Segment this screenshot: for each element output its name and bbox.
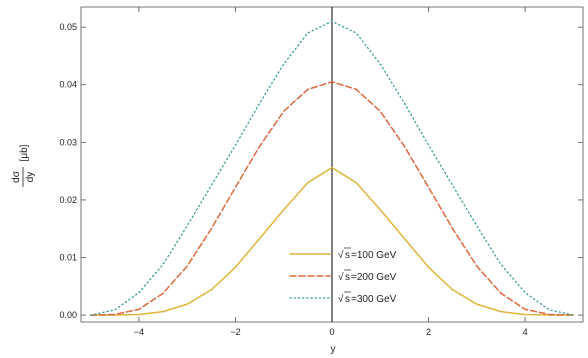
- y-tick-label: 0.03: [59, 137, 77, 147]
- legend-root-symbol: √: [338, 249, 344, 261]
- y-axis-label-denominator: dy: [25, 172, 36, 183]
- legend-root-arg: s: [345, 294, 350, 305]
- y-tick-label: 0.02: [59, 195, 77, 205]
- x-tick-label: −2: [230, 327, 240, 337]
- y-tick-label: 0.04: [59, 80, 77, 90]
- y-tick-label: 0.01: [59, 253, 77, 263]
- legend-label: =100 GeV: [351, 250, 397, 261]
- y-axis-label-numerator: dσ: [11, 170, 22, 183]
- series-line-1: [89, 166, 575, 316]
- legend-root-arg: s: [345, 250, 350, 261]
- y-tick-label: 0.05: [59, 22, 77, 32]
- y-axis-label-unit: [μb]: [19, 144, 30, 161]
- y-axis-ticks: 0.00 0.01 0.02 0.03 0.04 0.05: [59, 22, 583, 320]
- x-tick-label: −4: [134, 327, 144, 337]
- x-tick-label: 4: [523, 327, 528, 337]
- y-tick-label: 0.00: [59, 310, 77, 320]
- x-axis-label: y: [331, 344, 336, 355]
- legend-item: √ s =300 GeV: [289, 291, 397, 305]
- legend: √ s =100 GeV√ s =200 GeV√ s =300 GeV: [289, 247, 397, 305]
- x-tick-label: 0: [329, 327, 334, 337]
- legend-root-arg: s: [345, 272, 350, 283]
- legend-label: =200 GeV: [351, 272, 397, 283]
- legend-label: =300 GeV: [351, 294, 397, 305]
- x-axis-ticks: −4 −2 0 2 4: [134, 7, 528, 337]
- legend-item: √ s =200 GeV: [289, 269, 397, 283]
- series-line-2: [89, 81, 575, 316]
- y-axis-label: dσ dy [μb]: [11, 144, 36, 187]
- x-tick-label: 2: [426, 327, 431, 337]
- series-line-3: [90, 20, 574, 316]
- legend-item: √ s =100 GeV: [289, 247, 397, 261]
- legend-root-symbol: √: [338, 271, 344, 283]
- legend-root-symbol: √: [338, 293, 344, 305]
- series-group: [89, 20, 575, 316]
